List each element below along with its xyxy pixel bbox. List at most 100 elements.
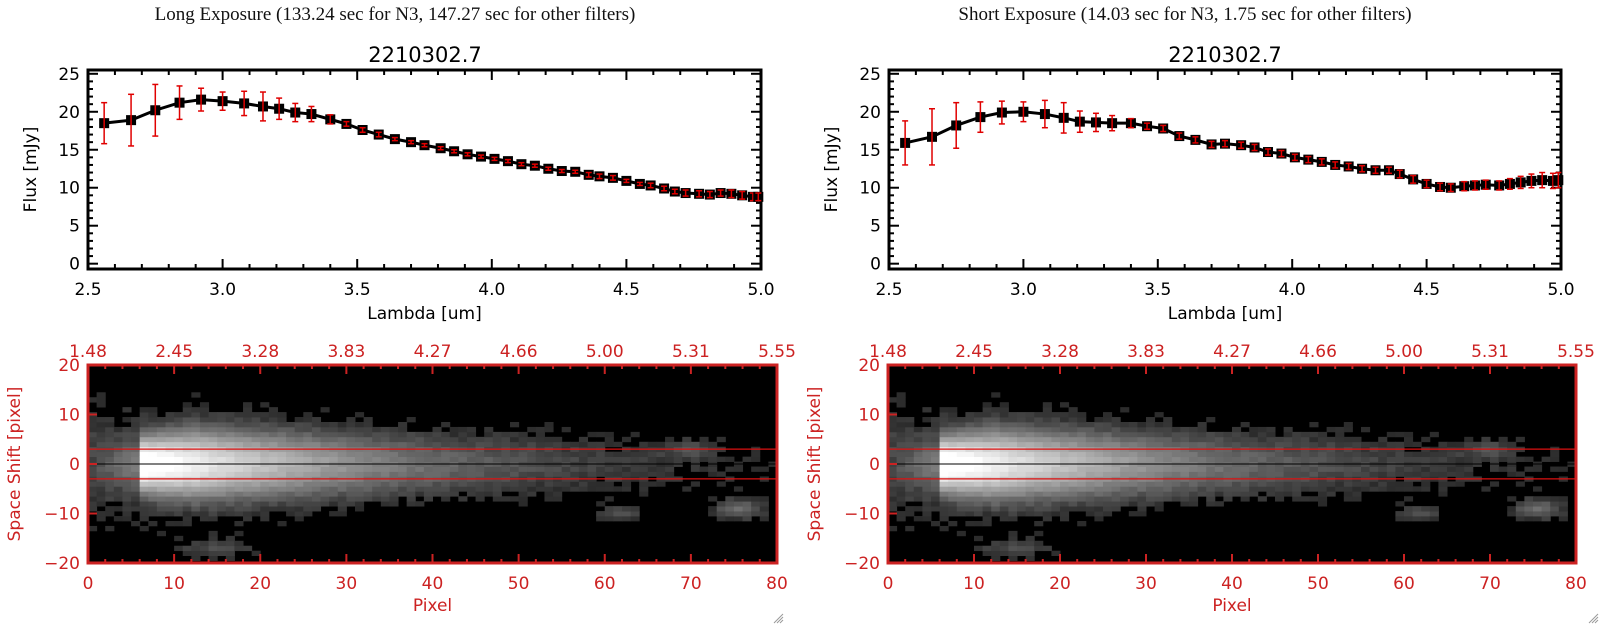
image-pixel [484,441,494,448]
image-pixel [182,426,192,433]
plot-title: 2210302.7 [1168,43,1282,67]
image-pixel [1223,471,1233,477]
image-pixel [1103,511,1113,517]
error-bar [241,90,248,117]
image-pixel [535,431,545,438]
image-pixel [1197,451,1207,458]
image-pixel [191,451,201,458]
image-pixel [458,436,468,443]
image-pixel [432,491,442,497]
error-bar [1265,148,1272,156]
image-pixel [156,496,167,502]
image-pixel [406,441,416,448]
image-pixel [974,421,984,428]
image-pixel [888,441,898,448]
image-pixel [243,436,253,443]
image-pixel [165,506,175,512]
image-pixel [1120,436,1130,443]
image-pixel [1481,441,1491,448]
image-pixel [1515,481,1525,487]
image-pixel [604,441,614,448]
resize-grip-left[interactable] [772,612,784,624]
image-pixel [492,431,502,438]
image-pixel [544,496,554,502]
image-pixel [268,436,278,443]
image-pixel [759,466,769,472]
image-pixel [1206,471,1216,477]
image-pixel [88,486,98,492]
image-pixel [1025,540,1035,547]
image-pixel [139,491,149,497]
image-pixel [1120,466,1130,472]
image-pixel [1128,471,1138,477]
image-pixel [518,496,528,502]
image-pixel [1300,466,1310,472]
image-pixel [913,481,923,487]
image-pixel [122,516,132,522]
image-pixel [1060,471,1070,477]
image-pixel [888,431,898,438]
error-bar [1092,112,1099,133]
error-bar [1396,169,1403,179]
image-pixel [1300,486,1310,492]
image-pixel [389,456,399,462]
image-pixel [1154,451,1164,458]
image-pixel [1386,481,1396,487]
image-pixel [1214,501,1224,507]
image-pixel [363,431,373,438]
image-pixel [303,496,313,502]
image-pixel [346,481,356,487]
image-pixel [1257,456,1267,462]
image-pixel [1068,426,1078,433]
image-pixel [630,456,640,462]
image-pixel [948,471,958,477]
image-pixel [243,441,253,448]
image-pixel [1017,466,1027,472]
image-pixel [1008,471,1018,477]
image-pixel [982,496,992,502]
image-pixel [268,426,278,433]
image-pixel [896,431,906,438]
image-pixel [956,506,966,512]
image-pixel [578,481,589,487]
image-pixel [1017,540,1027,547]
image-pixel [527,451,537,458]
image-pixel [277,496,287,502]
image-pixel [1533,496,1543,502]
image-pixel [905,471,915,477]
image-pixel [1386,441,1396,448]
error-bar [1192,136,1199,144]
image-pixel [1051,506,1061,512]
image-pixel [1249,466,1259,472]
image-pixel [1077,506,1087,512]
image-pixel [1490,481,1500,487]
error-bar [585,171,592,178]
image-pixel [561,451,571,458]
image-pixel [1283,451,1293,458]
image-pixel [1111,506,1121,512]
image-pixel [888,417,898,423]
image-pixel [303,491,313,497]
image-pixel [337,496,347,502]
image-pixel [1395,456,1405,462]
image-pixel [174,486,184,492]
image-pixel [363,486,373,492]
image-pixel [217,456,227,462]
image-pixel [1309,471,1319,477]
image-pixel [251,511,261,517]
image-pixel [1094,426,1104,433]
image-pixel [277,520,287,527]
spectral-image-1: 0 10 20 30 40 50 60 70 801.48 2.45 3.28 3.83 4.27 4.6… [805,342,1595,616]
image-pixel [630,466,640,472]
image-pixel [1283,471,1293,477]
image-pixel [501,441,511,448]
image-pixel [1017,441,1027,448]
image-pixel [251,471,261,477]
image-pixel [1103,412,1113,418]
image-pixel [268,496,278,502]
image-pixel [105,481,115,487]
image-pixel [1017,545,1027,552]
image-pixel [1214,456,1224,462]
image-pixel [174,535,184,542]
resize-grip-right[interactable] [1587,612,1599,624]
